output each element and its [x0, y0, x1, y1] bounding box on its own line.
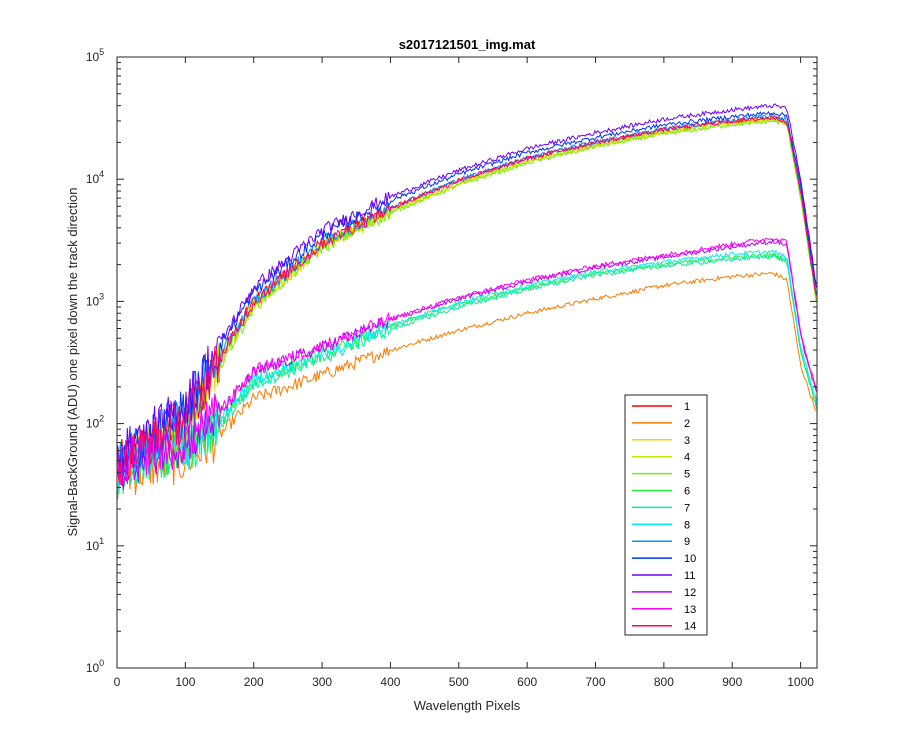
x-tick-label: 200 — [244, 675, 264, 689]
legend-label-12: 12 — [684, 587, 696, 599]
legend-label-1: 1 — [684, 401, 690, 413]
legend-label-3: 3 — [684, 435, 690, 447]
legend-label-4: 4 — [684, 452, 690, 464]
x-tick-label: 300 — [312, 675, 332, 689]
x-tick-label: 100 — [175, 675, 195, 689]
series-layer — [117, 103, 817, 500]
x-axis: 0 100 200 300 400 500 600 700 800 900 1000 — [114, 57, 814, 689]
series-line-7 — [117, 254, 817, 496]
series-line-2 — [117, 271, 817, 500]
legend-label-2: 2 — [684, 418, 690, 430]
x-tick-label: 500 — [449, 675, 469, 689]
y-tick-label: 104 — [86, 169, 104, 186]
x-tick-label: 800 — [654, 675, 674, 689]
legend-label-13: 13 — [684, 604, 696, 616]
legend-label-9: 9 — [684, 536, 690, 548]
legend-label-6: 6 — [684, 486, 690, 498]
legend-label-11: 11 — [684, 570, 695, 582]
x-axis-title: Wavelength Pixels — [414, 698, 521, 713]
series-line-13 — [117, 237, 817, 486]
plot-frame — [116, 56, 818, 669]
y-tick-label: 101 — [86, 536, 104, 553]
legend-label-8: 8 — [684, 519, 690, 531]
chart-title: s2017121501_img.mat — [399, 37, 536, 52]
legend-label-10: 10 — [684, 553, 696, 565]
y-tick-label: 102 — [86, 414, 104, 431]
legend-label-14: 14 — [684, 621, 696, 633]
series-line-11 — [117, 103, 817, 478]
series-line-10 — [117, 110, 817, 475]
y-tick-label: 105 — [86, 47, 104, 64]
series-line-5 — [117, 118, 817, 490]
x-tick-label: 900 — [722, 675, 742, 689]
y-axis-title: Signal-BackGround (ADU) one pixel down t… — [65, 187, 80, 536]
x-tick-label: 600 — [517, 675, 537, 689]
series-line-14 — [117, 115, 817, 487]
x-tick-label: 700 — [586, 675, 606, 689]
y-tick-label: 103 — [86, 291, 104, 308]
y-tick-label: 100 — [86, 658, 104, 675]
x-tick-label: 0 — [114, 675, 121, 689]
x-tick-label: 400 — [380, 675, 400, 689]
legend-label-5: 5 — [684, 469, 690, 481]
plot-area — [117, 57, 817, 668]
x-tick-label: 1000 — [787, 675, 814, 689]
legend-label-7: 7 — [684, 502, 690, 514]
legend-box — [624, 394, 708, 636]
series-line-8 — [117, 249, 817, 492]
